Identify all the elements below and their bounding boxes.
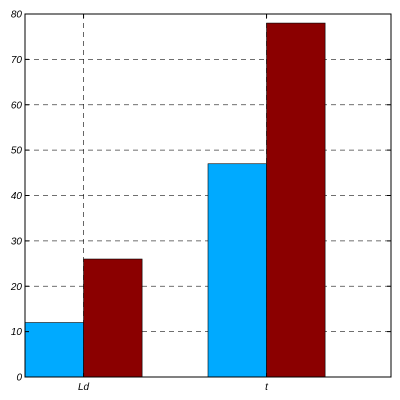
y-tick-label: 50 [11,146,23,157]
y-tick-label: 0 [16,373,22,384]
y-tick-label: 70 [11,55,23,66]
y-tick-label: 40 [11,191,23,202]
y-tick-label: 60 [11,100,23,111]
y-tick-label: 80 [11,10,23,21]
bar [25,323,84,377]
bar [208,164,267,377]
bar [84,259,143,377]
y-tick-label: 20 [10,282,23,293]
x-tick-label: t [265,382,269,393]
bar [267,23,326,377]
y-tick-label: 30 [11,236,23,247]
x-tick-label: Ld [78,382,90,393]
bars [25,23,325,377]
y-tick-label: 10 [11,327,23,338]
